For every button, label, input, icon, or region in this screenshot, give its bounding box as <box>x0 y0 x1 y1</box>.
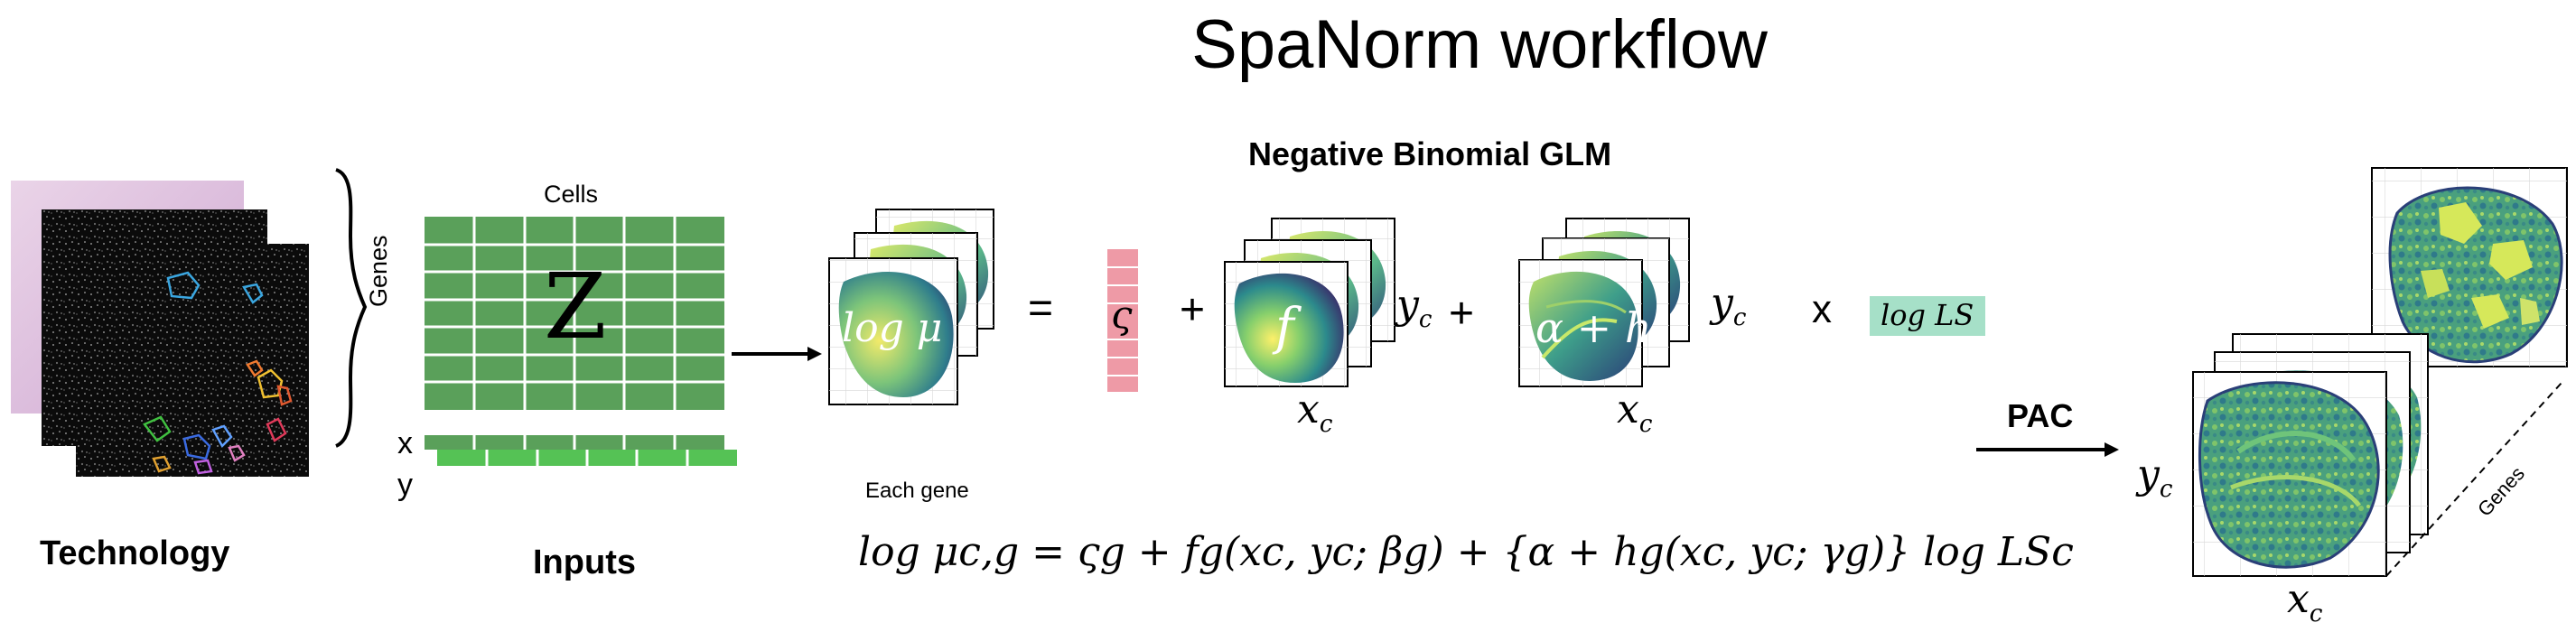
pac-arrow <box>1976 442 2119 457</box>
coordinate-bars <box>425 435 737 466</box>
cells-label: Cells <box>544 181 599 208</box>
zeta-bar <box>1107 249 1138 392</box>
output-stack <box>2192 167 2568 577</box>
equals-sign: = <box>1028 284 1054 332</box>
log-ls-term: log LS <box>1881 298 1974 332</box>
f-xc-label: xc <box>1297 386 1333 438</box>
page-title: SpaNorm workflow <box>1191 6 1768 83</box>
brace <box>335 168 368 448</box>
times-sign: x <box>1812 287 1832 331</box>
y-coord-label: y <box>397 468 413 502</box>
plus-sign-2: + <box>1449 290 1475 338</box>
log-mu-term: log μ <box>842 305 943 351</box>
f-stack <box>1224 218 1395 387</box>
each-gene-label: Each gene <box>865 479 969 503</box>
f-yc-label: yc <box>1396 282 1433 333</box>
count-matrix <box>425 217 724 410</box>
zeta-symbol: ς <box>1111 293 1133 337</box>
glm-heading: Negative Binomial GLM <box>1248 135 1612 172</box>
f-term: f <box>1275 298 1294 357</box>
alpha-h-stack <box>1518 218 1690 387</box>
log-mu-stack <box>828 209 994 405</box>
matrix-symbol: Z <box>544 254 607 359</box>
x-coord-label: x <box>397 426 413 460</box>
model-equation: log μc,g = ςg + fg(xc, yc; βg) + {α + hg… <box>858 529 2074 575</box>
genes-label: Genes <box>365 235 392 307</box>
ah-yc-label: yc <box>1711 280 1747 331</box>
alpha-h-term: α + h <box>1535 303 1652 352</box>
plus-sign-1: + <box>1180 286 1206 334</box>
pac-label: PAC <box>2007 397 2074 434</box>
technology-image-stack <box>11 181 309 477</box>
log-ls-box <box>1870 296 1985 336</box>
ah-xc-label: xc <box>1617 386 1653 438</box>
technology-label: Technology <box>40 534 230 572</box>
output-xc-label: xc <box>2287 576 2323 627</box>
output-yc-label: yc <box>2137 451 2173 503</box>
inputs-label: Inputs <box>533 544 636 581</box>
arrow-to-model <box>732 347 822 361</box>
